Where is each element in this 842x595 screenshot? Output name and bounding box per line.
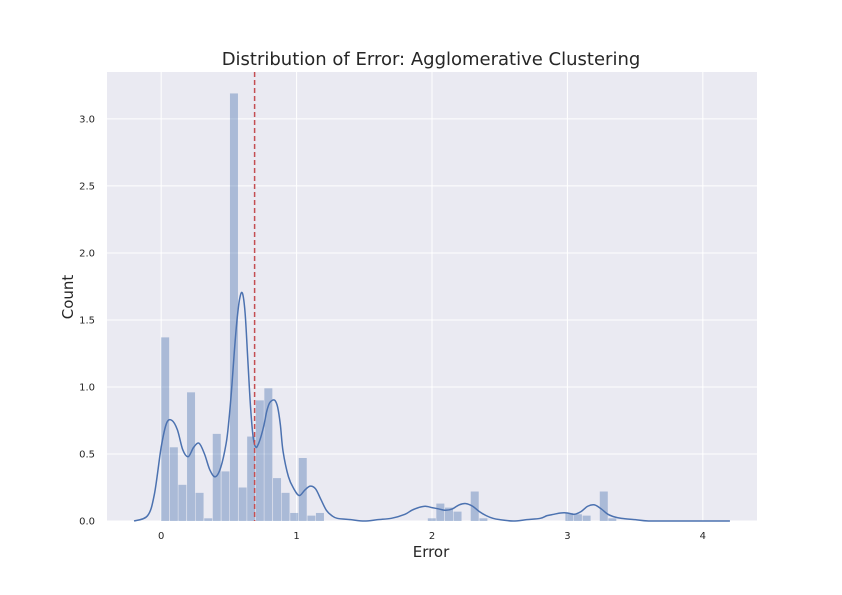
- gridlines: [107, 72, 757, 522]
- histogram-bar: [479, 518, 488, 521]
- y-axis-ticks: 0.0 0.5 1.0 1.5 2.0 2.5 3.0: [79, 114, 95, 527]
- y-tick-label: 3.0: [79, 114, 95, 125]
- x-tick-label: 0: [158, 531, 164, 542]
- histogram-bar: [582, 515, 591, 521]
- histogram-bar: [187, 392, 196, 521]
- histogram-bar: [247, 436, 256, 521]
- x-tick-label: 1: [293, 531, 299, 542]
- y-tick-label: 1.0: [79, 382, 95, 393]
- histogram-bar: [470, 491, 479, 521]
- histogram-bar: [229, 93, 238, 522]
- histogram-bar: [238, 487, 247, 521]
- histogram-bar: [599, 491, 608, 521]
- histogram-bar: [565, 512, 574, 521]
- histogram-bar: [169, 447, 178, 521]
- y-tick-label: 2.0: [79, 248, 95, 259]
- histogram-bar: [264, 388, 273, 521]
- histogram-bar: [204, 518, 213, 521]
- histogram-bar: [221, 471, 230, 521]
- histogram-bar: [436, 503, 445, 521]
- kde-curve: [133, 291, 730, 522]
- x-axis-title: Error: [413, 543, 450, 561]
- histogram-bar: [281, 492, 290, 521]
- x-axis-ticks: 0 1 2 3 4: [158, 531, 706, 542]
- chart-title: Distribution of Error: Agglomerative Clu…: [222, 49, 641, 70]
- histogram-bar: [445, 507, 453, 521]
- x-tick-label: 2: [429, 531, 435, 542]
- histogram-bar: [195, 492, 204, 521]
- y-tick-label: 1.5: [79, 315, 95, 326]
- x-tick-label: 3: [564, 531, 570, 542]
- histogram-bar: [178, 484, 187, 521]
- histogram-bar: [427, 518, 436, 521]
- histogram-bar: [307, 515, 316, 521]
- histogram-bar: [315, 512, 324, 521]
- histogram-bar: [608, 518, 617, 521]
- histogram-bar: [290, 512, 299, 521]
- histogram-bar: [453, 511, 462, 521]
- y-tick-label: 2.5: [79, 181, 95, 192]
- y-tick-label: 0.5: [79, 449, 95, 460]
- y-tick-label: 0.0: [79, 517, 95, 528]
- histogram-bar: [273, 478, 282, 521]
- x-tick-label: 4: [700, 531, 706, 542]
- y-axis-title: Count: [59, 275, 77, 320]
- histogram-bar: [255, 400, 264, 521]
- histogram-bar: [573, 514, 582, 521]
- histogram-bar: [298, 458, 307, 521]
- histogram-bars: [161, 93, 617, 522]
- histogram-bar: [212, 433, 221, 521]
